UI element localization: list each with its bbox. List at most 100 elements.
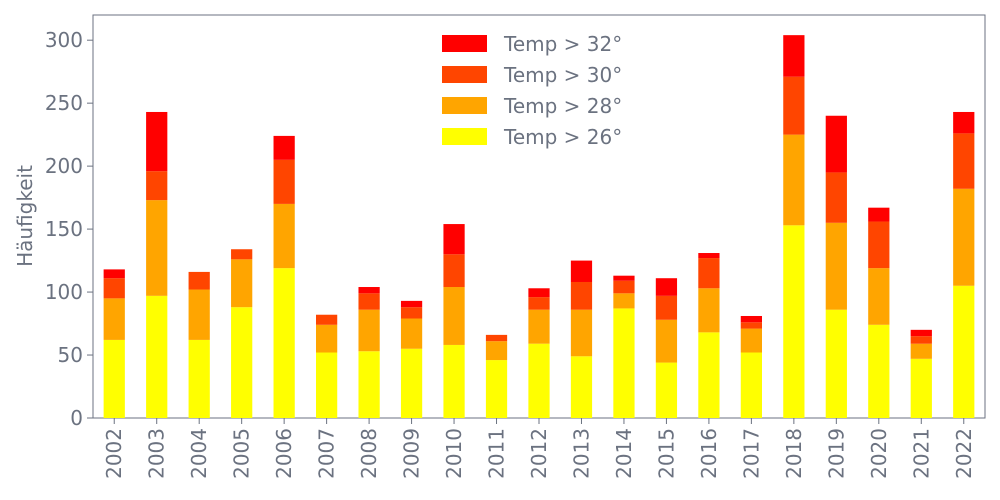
legend-swatch: [442, 97, 487, 114]
bar-segment-2021-series-4: [910, 329, 932, 337]
bar-segment-2018-series-3: [783, 76, 805, 135]
bar-segment-2014-series-1: [613, 308, 635, 418]
bar-segment-2016-series-3: [698, 258, 720, 289]
x-tick-label: 2002: [102, 428, 126, 479]
bar-segment-2012-series-4: [528, 288, 550, 298]
y-tick-label: 300: [45, 28, 83, 52]
bar-segment-2017-series-3: [740, 322, 762, 329]
bar-segment-2019-series-2: [825, 222, 847, 310]
y-tick-label: 200: [45, 154, 83, 178]
bar-segment-2007-series-2: [316, 324, 338, 353]
x-tick-label: 2020: [867, 428, 891, 479]
bar-segment-2018-series-1: [783, 225, 805, 418]
bar-segment-2010-series-3: [443, 254, 465, 288]
bar-segment-2015-series-1: [655, 362, 678, 418]
bar-segment-2014-series-4: [613, 275, 635, 281]
bar-segment-2019-series-3: [825, 172, 847, 223]
y-tick-label: 100: [45, 280, 83, 304]
bar-segment-2020-series-3: [868, 221, 890, 269]
x-tick-label: 2018: [782, 428, 806, 479]
x-tick-label: 2021: [909, 428, 933, 479]
bar-segment-2009-series-3: [400, 307, 423, 319]
bar-segment-2014-series-3: [613, 280, 635, 294]
bar-segment-2020-series-2: [868, 268, 890, 325]
y-tick-label: 0: [70, 406, 83, 430]
bar-segment-2009-series-4: [400, 300, 423, 308]
x-tick-label: 2016: [697, 428, 721, 479]
y-tick-label: 250: [45, 91, 83, 115]
y-tick-label: 150: [45, 217, 83, 241]
bar-segment-2005-series-1: [231, 307, 253, 418]
bar-segment-2015-series-4: [655, 278, 678, 296]
bar-segment-2002-series-1: [103, 339, 125, 418]
x-tick-label: 2014: [612, 428, 636, 479]
bar-segment-2008-series-4: [358, 287, 380, 294]
bar-segment-2004-series-1: [188, 339, 210, 418]
bar-segment-2013-series-1: [570, 356, 593, 418]
y-axis-label: Häufigkeit: [13, 165, 37, 267]
bar-segment-2003-series-4: [146, 111, 168, 172]
bar-segment-2011-series-3: [485, 334, 508, 342]
x-tick-label: 2019: [824, 428, 848, 479]
bar-segment-2022-series-1: [953, 285, 975, 418]
bar-segment-2019-series-4: [825, 115, 847, 173]
x-tick-label: 2012: [527, 428, 551, 479]
bar-segment-2019-series-1: [825, 309, 847, 418]
bar-segment-2021-series-3: [910, 336, 932, 344]
x-tick-label: 2011: [485, 428, 509, 479]
bar-segment-2015-series-2: [655, 319, 678, 363]
bar-segment-2021-series-2: [910, 343, 932, 359]
legend: Temp > 32° Temp > 30° Temp > 28° Temp > 26°: [442, 32, 622, 149]
x-tick-label: 2007: [315, 428, 339, 479]
legend-swatch: [442, 66, 487, 83]
bar-segment-2010-series-1: [443, 344, 465, 418]
bars-group: [103, 35, 975, 418]
bar-segment-2012-series-2: [528, 309, 550, 344]
bar-segment-2016-series-1: [698, 332, 720, 418]
bar-segment-2006-series-3: [273, 159, 295, 204]
bar-segment-2008-series-1: [358, 351, 380, 418]
bar-segment-2008-series-3: [358, 293, 380, 310]
bar-segment-2004-series-3: [188, 271, 210, 290]
bar-segment-2009-series-2: [400, 318, 423, 349]
x-tick-label: 2004: [187, 428, 211, 479]
bar-segment-2015-series-3: [655, 295, 678, 320]
bar-segment-2012-series-1: [528, 343, 550, 418]
x-tick-label: 2005: [230, 428, 254, 479]
x-tick-label: 2017: [739, 428, 763, 479]
bar-segment-2011-series-1: [485, 360, 508, 418]
bar-segment-2013-series-4: [570, 260, 593, 282]
y-tick-label: 50: [58, 343, 83, 367]
legend-entry-label: Temp > 26°: [503, 125, 622, 149]
bar-segment-2007-series-1: [316, 352, 338, 418]
legend-entry-label: Temp > 32°: [503, 32, 622, 56]
x-tick-label: 2022: [952, 428, 976, 479]
legend-swatch: [442, 35, 487, 52]
x-tick-label: 2008: [357, 428, 381, 479]
bar-segment-2003-series-1: [146, 295, 168, 418]
y-axis: 0 50 100 150 200 250 300: [45, 28, 93, 430]
bar-segment-2009-series-1: [400, 348, 423, 418]
bar-segment-2021-series-1: [910, 358, 932, 418]
bar-segment-2006-series-1: [273, 268, 295, 418]
bar-segment-2020-series-4: [868, 207, 890, 222]
bar-segment-2013-series-3: [570, 281, 593, 310]
bar-segment-2003-series-2: [146, 200, 168, 296]
bar-segment-2005-series-3: [231, 249, 253, 260]
bar-segment-2018-series-4: [783, 35, 805, 77]
bar-segment-2010-series-4: [443, 224, 465, 255]
bar-segment-2006-series-2: [273, 203, 295, 269]
bar-segment-2008-series-2: [358, 309, 380, 352]
legend-entry-label: Temp > 28°: [503, 94, 622, 118]
bar-segment-2006-series-4: [273, 135, 295, 160]
x-tick-label: 2006: [272, 428, 296, 479]
bar-segment-2020-series-1: [868, 324, 890, 418]
bar-segment-2002-series-2: [103, 298, 125, 340]
x-tick-label: 2013: [569, 428, 593, 479]
bar-segment-2018-series-2: [783, 134, 805, 226]
bar-segment-2017-series-2: [740, 328, 762, 353]
bar-segment-2007-series-3: [316, 314, 338, 325]
legend-entry-label: Temp > 30°: [503, 63, 622, 87]
x-axis: 2002 2003 2004 2005 2006 2007 2008 2009 2010 2011…: [102, 418, 976, 479]
